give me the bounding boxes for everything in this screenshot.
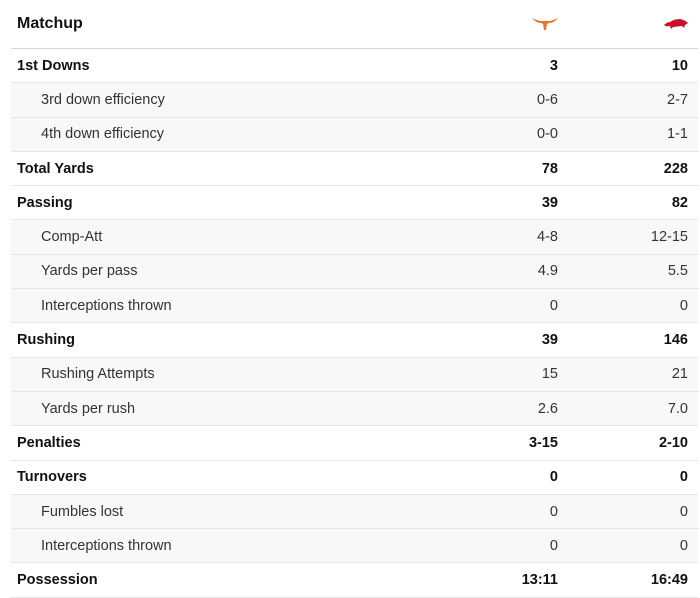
stat-row: Total Yards 78 228 [11,151,698,187]
team1-value: 4-8 [537,229,558,246]
team1-value: 39 [541,332,558,349]
team1-value: 78 [541,160,558,177]
team2-value: 0 [679,503,688,520]
stat-row: Comp-Att 4-8 12-15 [11,220,698,255]
stat-label: Penalties [17,434,81,451]
team2-value: 21 [671,366,688,383]
stat-label: 4th down efficiency [41,126,165,143]
team2-value: 0 [679,297,688,314]
stat-label: 3rd down efficiency [41,91,165,108]
team1-value: 13:11 [521,572,558,589]
stat-label: Passing [17,194,73,211]
team1-value: 0 [549,469,558,486]
team2-value: 2-7 [667,91,688,108]
team2-value: 1-1 [667,126,688,143]
stat-label: Interceptions thrown [41,537,172,554]
team1-value: 3-15 [528,434,558,451]
team2-value: 0 [679,469,688,486]
team2-value: 10 [671,57,688,74]
stat-label: Possession [17,572,98,589]
stat-row: Passing 39 82 [11,186,698,221]
arkansas-razorback-icon [664,19,688,29]
stat-row: 1st Downs 3 10 [11,49,698,84]
stat-label: Comp-Att [41,229,103,246]
team2-value: 7.0 [667,400,688,417]
team1-value: 0 [549,297,558,314]
stat-row: 3rd down efficiency 0-6 2-7 [11,83,698,118]
team2-value: 5.5 [667,263,688,280]
team1-value: 3 [549,57,558,74]
stat-row: Interceptions thrown 0 0 [11,529,698,564]
page-title: Matchup [17,15,83,32]
stat-label: Rushing [17,332,75,349]
stat-label: 1st Downs [17,57,90,74]
table-header: Matchup [11,0,698,49]
team1-value: 2.6 [537,400,558,417]
team1-value: 0 [549,537,558,554]
team2-value: 12-15 [650,229,688,246]
stat-row: Yards per pass 4.9 5.5 [11,254,698,290]
team2-value: 146 [663,332,688,349]
stat-label: Rushing Attempts [41,366,155,383]
team1-value: 39 [541,194,558,211]
stat-row: Yards per rush 2.6 7.0 [11,391,698,427]
team1-value: 4.9 [537,263,558,280]
matchup-table: Matchup 1st Downs 3 10 3rd down efficienc… [11,0,698,598]
team2-value: 0 [679,537,688,554]
team2-logo [568,18,698,30]
stat-row: Rushing 39 146 [11,323,698,358]
team1-value: 0-0 [537,126,558,143]
stat-label: Yards per pass [41,263,138,280]
stat-row: Penalties 3-15 2-10 [11,426,698,461]
team2-value: 2-10 [658,434,688,451]
stat-row: 4th down efficiency 0-0 1-1 [11,117,698,152]
team2-value: 228 [663,160,688,177]
texas-longhorn-icon [532,18,558,30]
team2-value: 82 [671,194,688,211]
team1-logo [438,17,568,31]
team1-value: 0 [549,503,558,520]
team1-value: 0-6 [537,91,558,108]
stat-label: Turnovers [17,469,87,486]
stat-row: Turnovers 0 0 [11,460,698,495]
team1-value: 15 [541,366,558,383]
stat-row: Possession 13:11 16:49 [11,563,698,598]
stat-row: Fumbles lost 0 0 [11,494,698,530]
stat-row: Rushing Attempts 15 21 [11,357,698,392]
stat-label: Fumbles lost [41,503,124,520]
stat-row: Interceptions thrown 0 0 [11,289,698,324]
team2-value: 16:49 [650,572,688,589]
stat-label: Yards per rush [41,400,136,417]
stat-label: Interceptions thrown [41,297,172,314]
stat-label: Total Yards [17,160,94,177]
